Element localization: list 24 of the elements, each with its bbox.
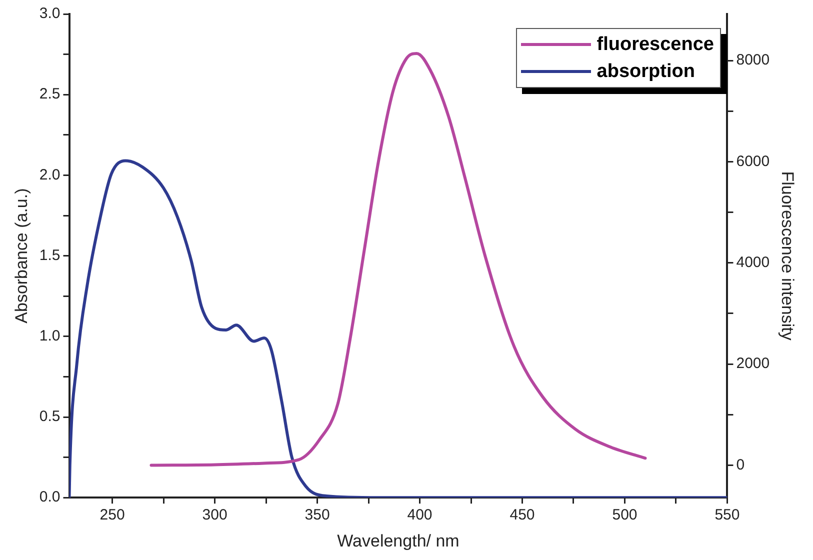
x-axis-title: Wavelength/ nm [337,531,460,550]
x-tick-label: 350 [304,506,330,524]
y2-axis-title: Fluorescence intensity [778,171,798,341]
y-tick-label: 0.0 [39,488,60,506]
y-tick-label: 2.5 [39,86,60,103]
x-tick-label: 500 [612,506,638,524]
x-tick-label: 300 [202,506,228,524]
legend-label: fluorescence [596,33,714,57]
x-tick-label: 450 [510,506,535,524]
x-tick-label: 400 [407,506,432,524]
y2-tick-label: 2000 [736,355,770,372]
y2-tick-label: 6000 [736,152,770,170]
y-tick-label: 2.0 [39,166,60,184]
y2-tick-label: 0 [736,456,745,474]
y2-tick-label: 8000 [736,52,770,69]
x-tick-label: 250 [100,506,125,524]
y-tick-label: 1.5 [39,246,60,264]
legend-label: absorption [596,60,695,84]
y-tick-label: 3.0 [39,5,60,22]
y-tick-label: 0.5 [39,408,60,426]
y-tick-label: 1.0 [39,328,60,345]
y-axis-title: Absorbance (a.u.) [12,188,31,324]
y2-tick-label: 4000 [736,254,770,272]
x-tick-label: 550 [714,506,740,524]
